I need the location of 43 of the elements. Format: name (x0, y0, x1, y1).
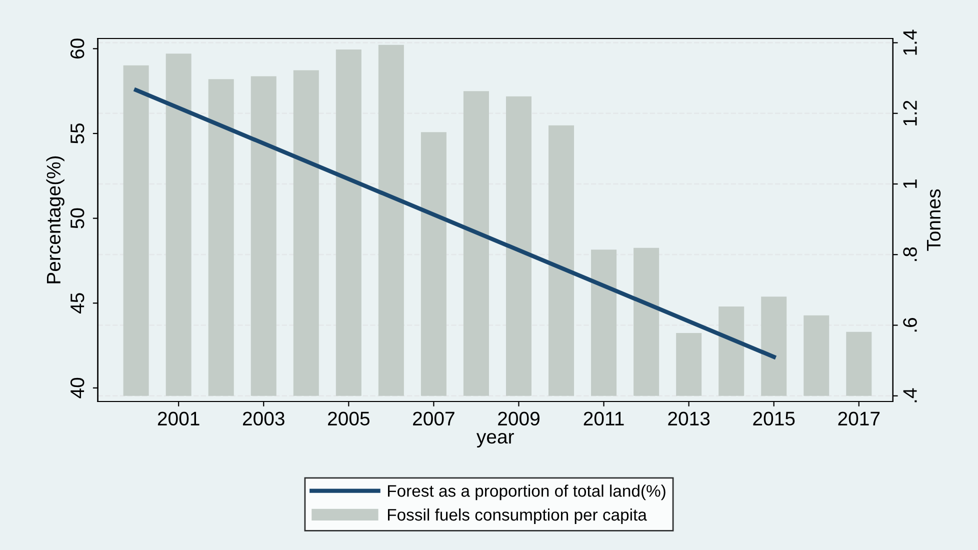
y-tick-label: 60 (70, 38, 84, 59)
x-tick-label: 2011 (584, 412, 624, 426)
bar (634, 248, 660, 396)
y-axis-title: Percentage(%) (46, 156, 64, 284)
y-tick-label: 55 (70, 123, 84, 144)
bar (336, 49, 362, 396)
y2-tick-label: .8 (903, 247, 917, 261)
bar (676, 332, 702, 396)
y2-tick-label: 1.2 (903, 100, 917, 126)
x-axis-title: year (476, 432, 514, 448)
bar (761, 296, 787, 396)
x-tick-label: 2009 (498, 412, 540, 426)
bar (846, 332, 872, 396)
y2-tick-label: 1 (903, 180, 917, 188)
legend-label: Fossil fuels consumption per capita (388, 508, 647, 524)
y2-tick-label: .6 (903, 318, 917, 332)
bar (208, 79, 234, 396)
x-tick-label: 2015 (753, 412, 795, 426)
y2-tick-label: .4 (903, 388, 917, 402)
y-tick-label: 45 (70, 293, 84, 314)
bar (506, 96, 532, 396)
x-tick-label: 2005 (328, 412, 370, 426)
bar (166, 54, 192, 396)
x-tick-label: 2003 (242, 412, 284, 426)
y-tick-label: 40 (70, 378, 84, 398)
bar (123, 65, 149, 396)
bar (250, 76, 276, 396)
y2-axis-title: Tonnes (927, 189, 941, 251)
y-tick-label: 50 (70, 208, 84, 228)
x-tick-label: 2017 (838, 412, 880, 426)
bar (804, 315, 830, 396)
bar (420, 132, 446, 396)
bar (548, 125, 574, 396)
legend-label: Forest as a proportion of total land(%) (388, 484, 666, 500)
x-tick-label: 2001 (158, 412, 200, 426)
x-tick-label: 2013 (668, 412, 710, 426)
y2-tick-label: 1.4 (903, 30, 917, 55)
x-tick-label: 2007 (413, 412, 454, 426)
bar (463, 91, 489, 396)
bar (293, 70, 319, 396)
bar (591, 250, 617, 396)
bar (718, 306, 744, 396)
bar (378, 44, 404, 396)
